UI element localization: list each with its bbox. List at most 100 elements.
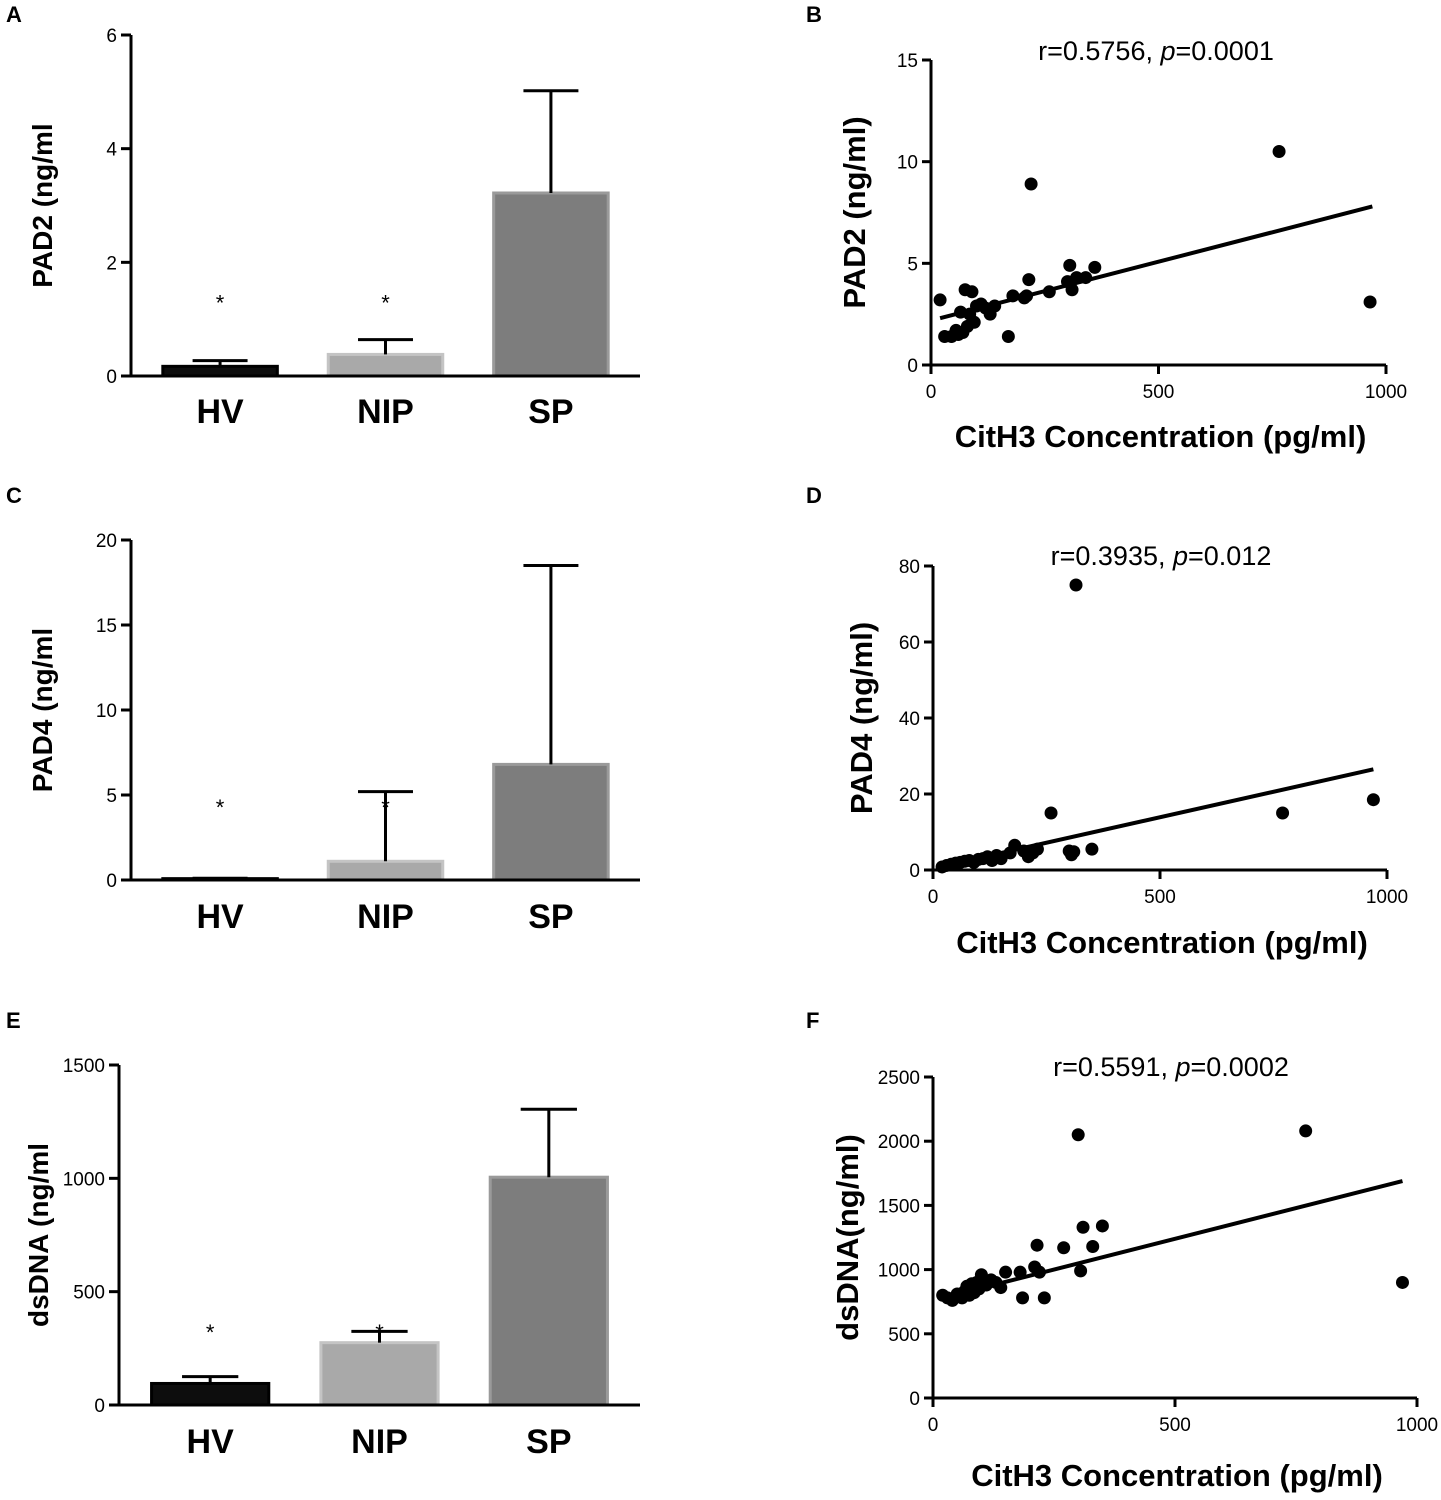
panel-f: Fr=0.5591, p=0.0002 0 500 1000 1500 2000 2500 0…: [806, 1008, 1438, 1493]
data-point: [1016, 1291, 1030, 1305]
x-tick-label: 0: [926, 382, 937, 403]
data-point: [1276, 806, 1290, 820]
significance-star-nip: *: [381, 795, 390, 820]
y-axis-title: dsDNA(ng/ml): [830, 1134, 865, 1341]
regression-line: [942, 1179, 1403, 1300]
category-label-sp: SP: [528, 898, 573, 936]
category-label-sp: SP: [526, 1423, 571, 1461]
data-point: [1032, 1265, 1046, 1279]
y-tick-label: 1000: [878, 1261, 920, 1282]
y-tick-label: 15: [96, 616, 117, 637]
data-point: [974, 1268, 988, 1282]
data-point: [1042, 285, 1056, 299]
p-symbol: p: [1174, 1052, 1190, 1082]
data-point: [1079, 271, 1093, 285]
y-tick-label: 0: [907, 356, 918, 377]
correlation-annotation: r=0.5591, p=0.0002: [1053, 1052, 1289, 1082]
bar-nip: [326, 859, 445, 882]
y-tick-label: 0: [94, 1396, 105, 1417]
panel-c: C * HV * NIP SP 0 5 10 15 20 PAD4 (ng/ml: [6, 483, 640, 936]
data-point: [1071, 1128, 1085, 1142]
x-tick-label: 1000: [1366, 887, 1408, 908]
data-point: [967, 315, 981, 329]
bar-sp: [492, 191, 610, 378]
data-point: [994, 1281, 1008, 1295]
data-point: [999, 1265, 1013, 1279]
y-tick-label: 1000: [63, 1169, 105, 1190]
y-tick-label: 4: [106, 140, 117, 161]
y-tick-label: 1500: [63, 1056, 105, 1077]
y-tick-label: 5: [106, 786, 117, 807]
y-axis-title: PAD4 (ng/ml): [844, 622, 879, 814]
category-label-nip: NIP: [351, 1423, 408, 1461]
y-axis-title: PAD2 (ng/ml: [27, 123, 58, 287]
category-label-hv: HV: [187, 1423, 235, 1461]
data-point: [1363, 295, 1377, 309]
y-tick-label: 15: [897, 51, 918, 72]
data-point: [933, 293, 947, 307]
bar-nip: [326, 352, 445, 378]
data-point: [1366, 793, 1380, 807]
data-point: [1299, 1124, 1313, 1138]
data-point: [988, 299, 1002, 313]
y-tick-label: 1500: [878, 1196, 920, 1217]
panel-d: Dr=0.3935, p=0.012 0 20 40 60 80 0 500 1000 CitH3…: [806, 483, 1408, 960]
y-tick-label: 20: [96, 531, 117, 552]
data-point: [1088, 260, 1102, 274]
category-label-hv: HV: [196, 393, 244, 431]
y-tick-label: 2: [106, 253, 117, 274]
panel-b: Br=0.5756, p=0.0001 0 5 10 15 0 500 1000 CitH3 C…: [806, 2, 1407, 454]
x-tick-label: 0: [928, 1415, 939, 1436]
data-point: [1006, 289, 1020, 303]
p-symbol: p: [1159, 36, 1175, 66]
y-tick-label: 0: [106, 367, 117, 388]
significance-star-hv: *: [206, 1320, 215, 1345]
panel-letter: E: [6, 1008, 21, 1033]
panel-letter: B: [806, 2, 822, 27]
correlation-r: r=0.5591,: [1053, 1052, 1175, 1082]
data-point: [1022, 273, 1036, 287]
y-axis-title: PAD4 (ng/ml: [27, 628, 58, 792]
data-point: [1076, 1220, 1090, 1234]
panel-letter: F: [806, 1008, 819, 1033]
data-point: [1085, 842, 1099, 856]
y-tick-label: 10: [897, 153, 918, 174]
x-tick-label: 1000: [1396, 1415, 1438, 1436]
data-point: [1070, 271, 1084, 285]
y-tick-label: 6: [106, 26, 117, 47]
p-value: =0.0001: [1176, 36, 1274, 66]
significance-star-hv: *: [216, 291, 225, 316]
correlation-r: r=0.3935,: [1051, 541, 1173, 571]
category-label-sp: SP: [528, 393, 573, 431]
x-tick-label: 500: [1144, 887, 1176, 908]
p-symbol: p: [1172, 541, 1188, 571]
y-tick-label: 500: [888, 1325, 920, 1346]
data-point: [1395, 1275, 1409, 1289]
data-point: [1024, 177, 1038, 191]
regression-line: [939, 204, 1373, 321]
data-point: [1074, 1264, 1088, 1278]
panel-letter: D: [806, 483, 822, 508]
bar-sp: [492, 762, 610, 882]
y-tick-label: 2000: [878, 1132, 920, 1153]
data-point: [1057, 1241, 1071, 1255]
y-tick-label: 80: [899, 557, 920, 578]
y-axis-title: PAD2 (ng/ml): [837, 116, 872, 308]
data-point: [1020, 289, 1034, 303]
panel-letter: A: [6, 2, 22, 27]
correlation-r: r=0.5756,: [1038, 36, 1160, 66]
data-point: [1044, 806, 1058, 820]
bar-sp: [488, 1175, 609, 1407]
panel-a: A * HV * NIP SP 0 2 4 6 PAD2 (ng/ml: [6, 2, 640, 431]
data-point: [1037, 1291, 1051, 1305]
data-point: [1069, 578, 1083, 592]
x-tick-label: 0: [928, 887, 939, 908]
y-tick-label: 500: [73, 1283, 105, 1304]
y-tick-label: 20: [899, 785, 920, 806]
data-point: [1063, 258, 1077, 272]
category-label-nip: NIP: [357, 898, 414, 936]
significance-star-hv: *: [216, 795, 225, 820]
y-tick-label: 0: [909, 1389, 920, 1410]
